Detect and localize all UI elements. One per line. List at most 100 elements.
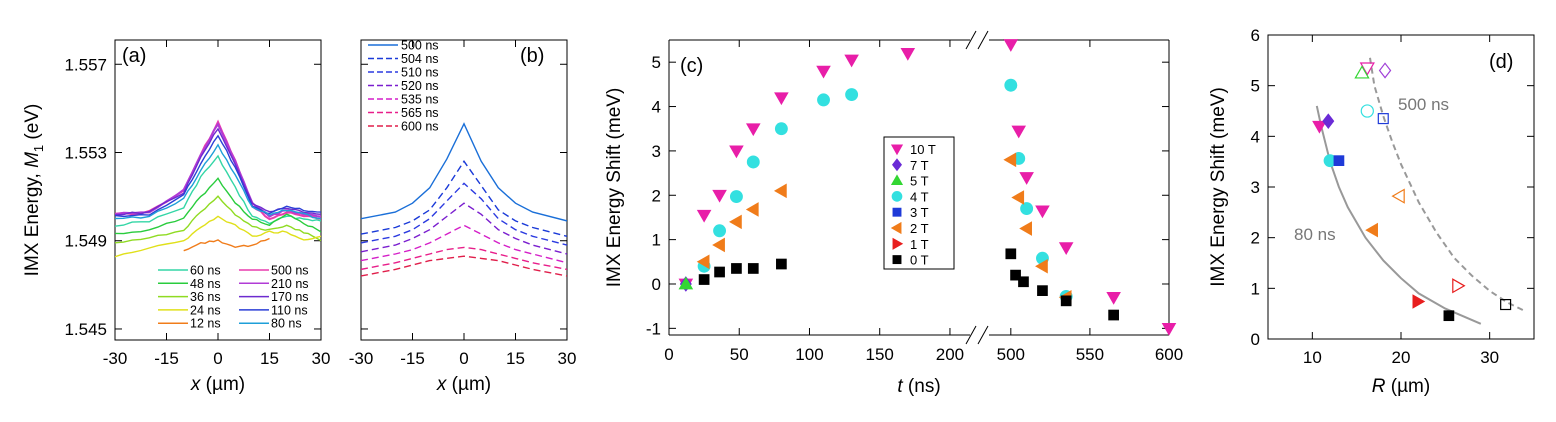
x-tick-label: 15: [506, 349, 525, 368]
data-point: [696, 209, 712, 223]
data-point-open: [1360, 104, 1374, 118]
data-point: [1161, 322, 1177, 336]
data-point-open: [1377, 113, 1389, 125]
annotation-500ns: 500 ns: [1398, 95, 1449, 114]
legend-marker: [890, 144, 904, 156]
data-point-filled: [1443, 310, 1455, 322]
y-tick-label: 1: [652, 231, 661, 250]
data-point: [1010, 269, 1021, 281]
series-line-535-ns: [361, 224, 567, 264]
data-point: [713, 224, 727, 238]
x-axis-label: t (ns): [897, 376, 940, 397]
x-tick-label: 550: [1076, 345, 1104, 364]
legend-marker: [892, 255, 902, 265]
data-point: [1035, 205, 1050, 219]
legend-label: 5 T: [910, 174, 929, 189]
data-point: [714, 266, 725, 278]
x-tick-label: 15: [260, 349, 279, 368]
legend-label: 535 ns: [401, 93, 439, 107]
panel-a-lines: [115, 119, 321, 258]
x-tick-label: 30: [558, 349, 577, 368]
x-tick-label: 0: [213, 349, 222, 368]
series-line-210-ns: [115, 122, 321, 218]
x-tick-label: -30: [103, 349, 128, 368]
legend-label: 170 ns: [271, 290, 309, 304]
legend-marker: [892, 237, 904, 250]
y-tick-label: 2: [652, 186, 661, 205]
legend-label: 2 T: [910, 221, 929, 236]
x-tick-label: -15: [400, 349, 425, 368]
x-axis-label: x (µm): [190, 374, 245, 395]
y-axis-label: IMX Energy Shift (meV): [604, 88, 625, 288]
series-line-520-ns: [361, 202, 567, 255]
legend-label: 24 ns: [190, 303, 221, 317]
data-point: [776, 258, 787, 270]
x-tick-label: 200: [936, 345, 964, 364]
y-tick-label: 4: [652, 98, 661, 117]
axis-break-mark: [977, 325, 989, 345]
legend-label: 36 ns: [190, 290, 221, 304]
data-point: [1037, 285, 1048, 296]
axis-break-mark: [977, 30, 989, 50]
series-line-565-ns: [361, 246, 567, 271]
y-tick-label: 3: [1251, 178, 1260, 197]
data-point: [774, 92, 789, 106]
data-point-open: [1500, 298, 1512, 311]
legend-label: 600 ns: [401, 120, 439, 134]
fit-curve-80ns: [1315, 105, 1482, 325]
panel-d: 10 20 30 0 1 2 3 4 5 6 R (µm) IMX Energy Shift (meV…: [1208, 26, 1535, 397]
series-line-110-ns: [115, 134, 321, 218]
legend-marker: [890, 174, 904, 186]
data-point: [1035, 258, 1048, 274]
data-point-filled: [1333, 155, 1345, 167]
x-axis-label: R (µm): [1372, 376, 1430, 397]
data-point: [900, 47, 916, 61]
data-point-open: [1378, 62, 1392, 79]
series-line-600-ns: [361, 255, 567, 277]
data-point: [1005, 248, 1017, 260]
series-line-504-ns: [361, 160, 567, 237]
data-point: [1106, 291, 1121, 305]
panel-label-a: (a): [122, 45, 146, 67]
series-line-80-ns: [115, 143, 321, 220]
y-tick-label: 1.549: [64, 232, 107, 251]
fit-curve-500ns: [1369, 57, 1526, 312]
data-point: [1011, 190, 1025, 205]
legend-label: 565 ns: [401, 106, 439, 120]
legend-label: 60 ns: [190, 264, 221, 278]
panel-label-b: (b): [520, 45, 544, 67]
data-point-open: [1354, 65, 1370, 79]
data-point: [1004, 78, 1018, 92]
legend-label: 510 ns: [401, 66, 439, 80]
legend-label: 12 ns: [190, 317, 221, 331]
panel-label-c: (c): [680, 55, 703, 77]
y-tick-label: 1: [1251, 279, 1260, 298]
y-tick-label: -1: [646, 319, 661, 338]
x-tick-label: -30: [349, 349, 374, 368]
data-point: [817, 93, 830, 107]
data-point: [1019, 221, 1032, 236]
legend-label: 3 T: [910, 205, 929, 220]
y-tick-label: 2: [1251, 229, 1260, 248]
legend-marker: [890, 221, 902, 235]
data-point: [1018, 276, 1029, 288]
data-point: [698, 274, 710, 285]
y-tick-label: 5: [652, 53, 661, 72]
data-point: [1003, 152, 1017, 168]
y-tick-label: 6: [1251, 26, 1260, 45]
data-point: [845, 88, 859, 102]
x-tick-label: 0: [459, 349, 468, 368]
data-point-open: [1391, 188, 1405, 204]
data-point: [1019, 172, 1034, 185]
x-tick-label: -15: [154, 349, 179, 368]
x-tick-label: 10: [1303, 348, 1322, 367]
panel-label-d: (d): [1489, 51, 1513, 73]
data-point-filled: [1412, 294, 1426, 309]
series-line-24-ns: [115, 215, 321, 258]
axis-break-mark: [965, 325, 977, 345]
data-point: [729, 214, 742, 230]
data-point: [712, 189, 727, 203]
legend-marker: [891, 158, 903, 172]
